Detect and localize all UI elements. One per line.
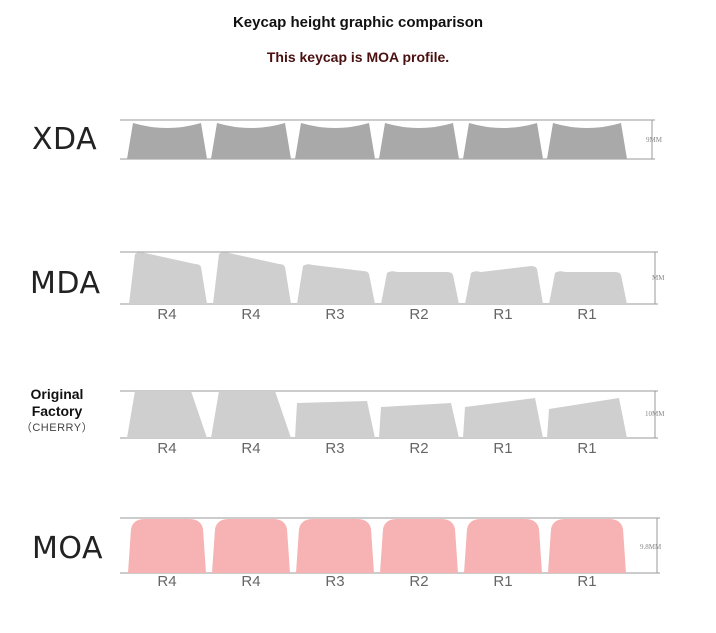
mda-keycap <box>465 266 543 304</box>
moa-keycap <box>464 519 542 573</box>
row-profile-label: R1 <box>493 440 512 457</box>
row-label-xda: XDA <box>32 122 98 157</box>
height-label: MM <box>652 274 665 282</box>
row-profile-label: R1 <box>577 306 596 323</box>
row-profile-label: R2 <box>409 306 428 323</box>
mda-keycap <box>549 271 627 304</box>
mda-keycap <box>381 271 459 304</box>
row-profile-label: R4 <box>157 440 176 457</box>
xda-keycap <box>547 123 627 159</box>
row-profile-label: R4 <box>157 306 176 323</box>
row-profile-label: R2 <box>409 573 428 590</box>
height-label: 10MM <box>645 410 665 418</box>
moa-keycap <box>212 519 290 573</box>
cherry-keycap <box>547 398 627 438</box>
row-profile-label: R4 <box>157 573 176 590</box>
row-profile-label: R1 <box>577 573 596 590</box>
height-label: 9.8MM <box>640 543 662 551</box>
row-label-mda: MDA <box>30 266 101 301</box>
row-label-original-factory: Original Factory （CHERRY） <box>14 386 100 437</box>
moa-keycap <box>548 519 626 573</box>
row-label-line-1: Original <box>30 386 84 402</box>
diagram-title: Keycap height graphic comparison <box>232 14 484 31</box>
cherry-keycap <box>127 391 207 438</box>
row-label-moa: MOA <box>32 531 103 566</box>
diagram-subtitle: This keycap is MOA profile. <box>266 49 450 65</box>
xda-keycap <box>127 123 207 159</box>
cherry-keycap <box>211 391 291 438</box>
height-label: 9MM <box>646 136 663 144</box>
mda-keycap <box>129 252 207 304</box>
moa-keycap <box>128 519 206 573</box>
mda-keycap <box>213 252 291 304</box>
cherry-keycap <box>295 401 375 438</box>
row-profile-label: R3 <box>325 306 344 323</box>
cherry-keycap <box>379 403 459 438</box>
mda-keycap <box>297 264 375 304</box>
row-profile-label: R1 <box>493 573 512 590</box>
row-profile-label: R4 <box>241 306 260 323</box>
row-label-line-2: Factory <box>31 403 83 419</box>
row-label-line-3: （CHERRY） <box>20 422 94 434</box>
row-profile-label: R2 <box>409 440 428 457</box>
xda-keycap <box>211 123 291 159</box>
row-profile-label: R3 <box>325 573 344 590</box>
xda-keycap <box>295 123 375 159</box>
row-profile-label: R1 <box>577 440 596 457</box>
row-profile-label: R3 <box>325 440 344 457</box>
xda-keycap <box>463 123 543 159</box>
moa-keycap <box>296 519 374 573</box>
xda-keycap <box>379 123 459 159</box>
cherry-keycap <box>463 398 543 438</box>
moa-keycap <box>380 519 458 573</box>
row-profile-label: R1 <box>493 306 512 323</box>
row-profile-label: R4 <box>241 573 260 590</box>
row-profile-label: R4 <box>241 440 260 457</box>
